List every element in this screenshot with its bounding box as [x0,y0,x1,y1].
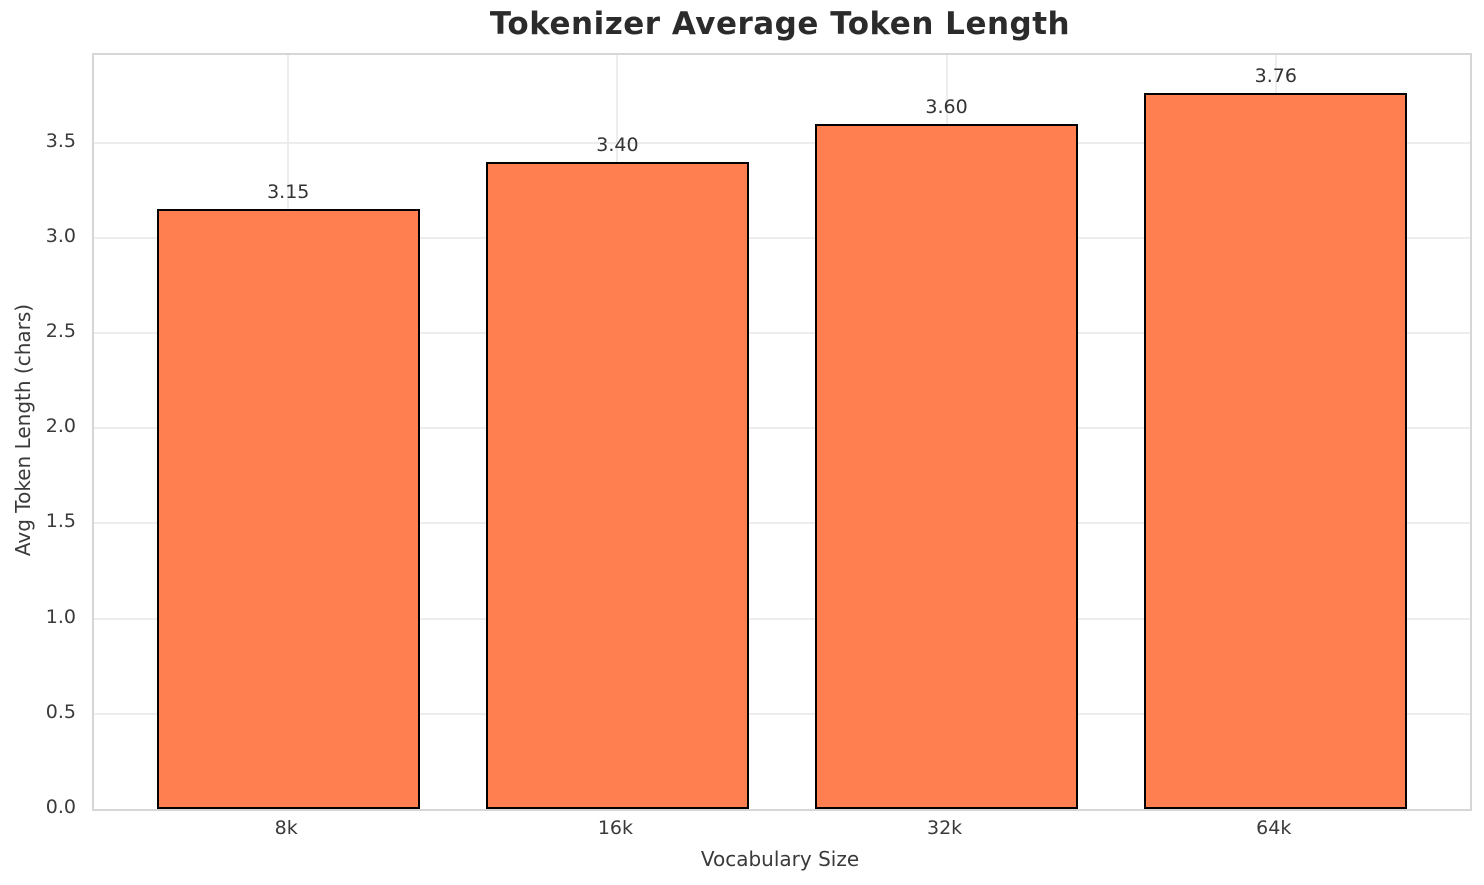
plot-area: 3.15 3.40 3.60 3.76 [92,53,1472,811]
x-tick-label: 32k [926,817,963,839]
bar-value-label: 3.40 [596,133,639,156]
h-gridline [94,141,1470,144]
y-tick-label: 2.5 [45,319,76,342]
h-gridline [94,522,1470,525]
h-gridline [94,427,1470,430]
y-tick-label: 0.0 [45,796,76,818]
bar-32k [814,123,1079,809]
x-axis-label: Vocabulary Size [700,847,860,871]
y-tick-label: 2.0 [45,415,76,438]
bar-16k [485,161,750,809]
x-tick-label: 64k [1256,817,1292,839]
h-gridline [94,236,1470,239]
bar-value-label: 3.76 [1254,65,1297,88]
y-tick-label: 3.5 [45,129,76,152]
chart-title: Tokenizer Average Token Length [489,6,1071,42]
h-gridline [94,712,1470,715]
bar-value-label: 3.60 [925,95,968,118]
x-tick-label: 16k [597,817,633,839]
h-gridline [94,331,1470,334]
y-tick-label: 1.5 [45,510,76,533]
h-gridline [94,617,1470,620]
x-tick-label: 8k [274,817,298,839]
bar-64k [1144,93,1408,809]
y-tick-label: 0.5 [45,700,76,723]
y-tick-label: 3.0 [45,224,76,247]
y-axis-label: Avg Token Length (chars) [11,303,35,557]
y-tick-label: 1.0 [45,605,76,628]
bar-value-label: 3.15 [267,181,310,204]
bar-8k [156,209,420,809]
